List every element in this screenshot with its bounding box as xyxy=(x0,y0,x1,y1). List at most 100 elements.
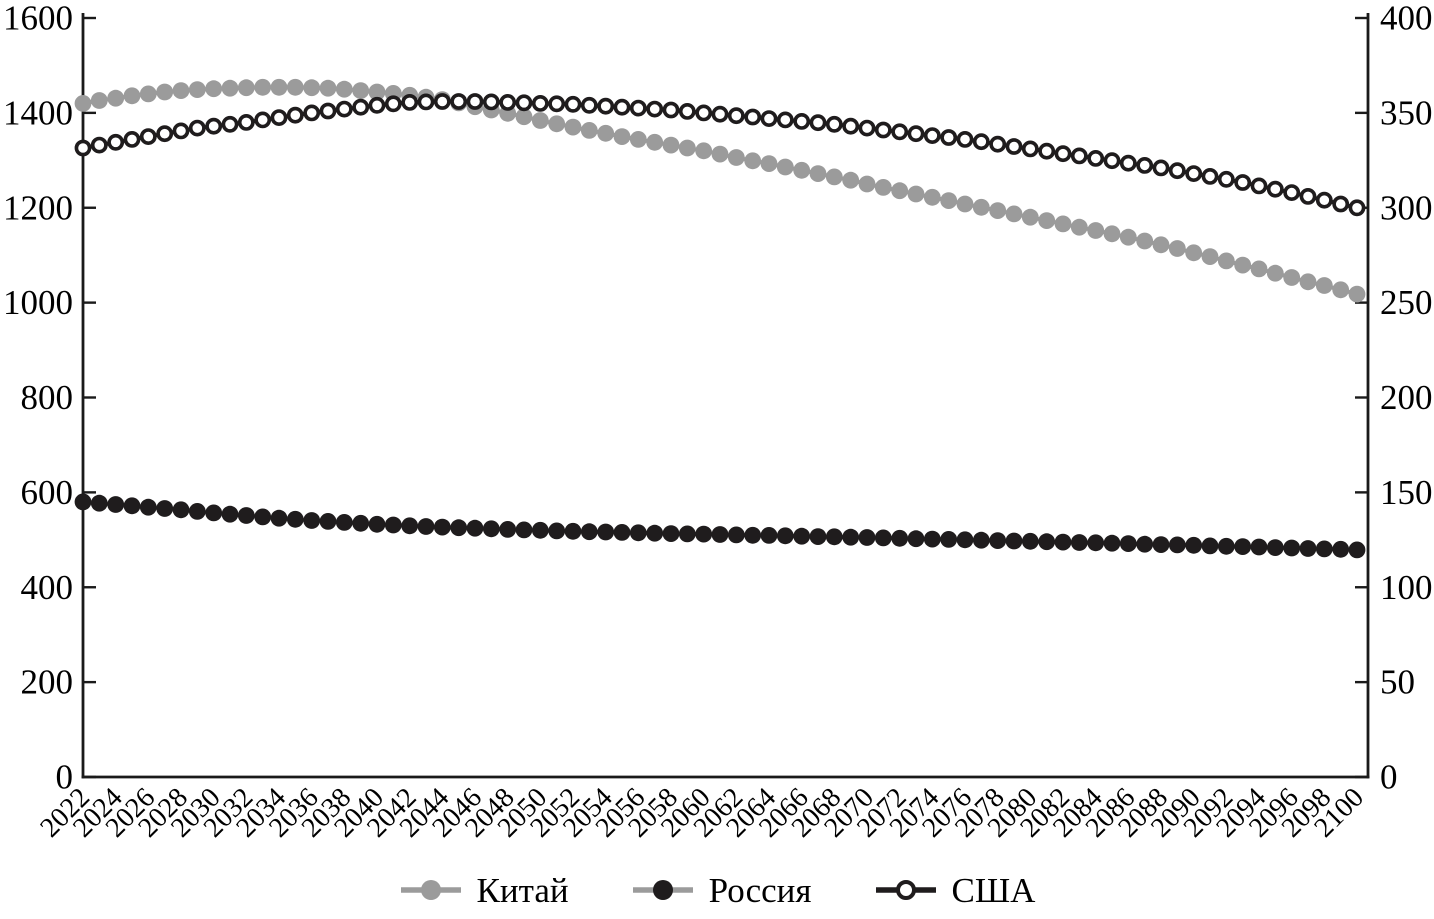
data-point xyxy=(74,493,92,511)
data-point xyxy=(1266,539,1284,556)
data-point xyxy=(1136,156,1154,174)
data-point xyxy=(303,79,321,97)
data-point xyxy=(1103,534,1121,552)
data-point xyxy=(188,503,206,520)
data-point xyxy=(1299,540,1317,557)
data-point xyxy=(597,97,615,115)
left-axis-tick-label: 0 xyxy=(56,758,74,797)
data-point xyxy=(90,92,108,109)
data-point xyxy=(352,82,370,99)
data-point xyxy=(270,78,288,96)
left-axis-tick-label: 400 xyxy=(21,568,74,607)
chart-legend: Китай Россия США xyxy=(0,862,1434,918)
data-point xyxy=(499,94,517,111)
legend-item-usa[interactable]: США xyxy=(874,870,1036,910)
data-point xyxy=(825,168,843,186)
data-point xyxy=(564,95,582,113)
data-point xyxy=(744,108,762,126)
data-point xyxy=(646,133,664,151)
data-point xyxy=(1119,228,1137,246)
data-point xyxy=(90,494,108,512)
data-point xyxy=(629,524,647,542)
data-point xyxy=(1201,167,1219,185)
data-point xyxy=(466,93,484,110)
data-point xyxy=(286,510,304,528)
data-point xyxy=(1168,240,1186,257)
right-axis-tick-label: 400 xyxy=(1380,0,1433,38)
data-point xyxy=(907,185,925,203)
left-axis-tick-label: 1400 xyxy=(3,93,73,132)
left-axis-tick-label: 1200 xyxy=(3,188,73,227)
data-point xyxy=(515,94,533,112)
data-point xyxy=(1250,177,1268,195)
data-point xyxy=(156,500,174,517)
data-point xyxy=(270,509,288,527)
data-point xyxy=(286,78,304,96)
data-point xyxy=(744,152,762,170)
right-axis-tick-label: 350 xyxy=(1380,93,1433,132)
russia-series-marker-icon xyxy=(632,880,693,900)
data-point xyxy=(940,129,958,146)
data-point xyxy=(727,149,745,166)
data-point xyxy=(1005,138,1023,155)
data-point xyxy=(695,104,713,122)
data-point xyxy=(727,526,745,544)
data-point xyxy=(580,121,598,139)
data-point xyxy=(1266,264,1284,282)
data-point xyxy=(205,117,223,135)
data-point xyxy=(1217,537,1235,555)
series-Китай xyxy=(74,78,1366,303)
data-point xyxy=(907,125,925,143)
data-point xyxy=(433,518,451,536)
data-point xyxy=(793,527,811,545)
data-point xyxy=(646,524,664,542)
right-axis-tick-label: 150 xyxy=(1380,473,1433,512)
china-series-marker-icon xyxy=(400,880,461,900)
data-point xyxy=(74,139,92,157)
data-point xyxy=(1038,533,1056,551)
data-point xyxy=(74,95,92,112)
data-point xyxy=(1348,285,1366,303)
data-point xyxy=(923,127,941,144)
data-point xyxy=(891,529,909,547)
data-point xyxy=(1152,236,1170,254)
data-point xyxy=(548,522,566,540)
legend-label-russia: Россия xyxy=(708,870,812,910)
data-point xyxy=(1299,187,1317,205)
data-point xyxy=(727,107,745,125)
data-point xyxy=(139,128,157,145)
data-point xyxy=(662,136,680,154)
data-point xyxy=(156,125,174,143)
data-point xyxy=(891,123,909,141)
data-point xyxy=(1201,537,1219,555)
data-point xyxy=(368,83,386,101)
data-point xyxy=(1054,533,1072,551)
legend-label-usa: США xyxy=(951,870,1036,910)
data-point xyxy=(760,155,778,173)
data-point xyxy=(205,80,223,98)
data-point xyxy=(368,515,386,533)
data-point xyxy=(515,108,533,126)
legend-item-russia[interactable]: Россия xyxy=(631,873,812,908)
left-axis-tick-label: 1000 xyxy=(3,283,73,322)
data-point xyxy=(417,518,435,535)
data-point xyxy=(548,95,566,113)
data-point xyxy=(107,133,125,151)
data-point xyxy=(172,501,190,519)
data-point xyxy=(1332,195,1350,213)
data-point xyxy=(1136,232,1154,250)
data-point xyxy=(1087,534,1105,552)
right-axis-tick-label: 250 xyxy=(1380,283,1433,322)
data-point xyxy=(1332,540,1350,558)
legend-item-china[interactable]: Китай xyxy=(399,873,569,908)
data-point xyxy=(972,133,990,151)
data-point xyxy=(613,524,631,541)
left-axis-tick-label: 600 xyxy=(21,473,74,512)
data-point xyxy=(254,508,272,526)
data-point xyxy=(597,523,615,541)
data-point xyxy=(1038,142,1056,160)
data-point xyxy=(744,526,762,544)
data-point xyxy=(1283,539,1301,557)
legend-label-china: Китай xyxy=(476,870,569,910)
